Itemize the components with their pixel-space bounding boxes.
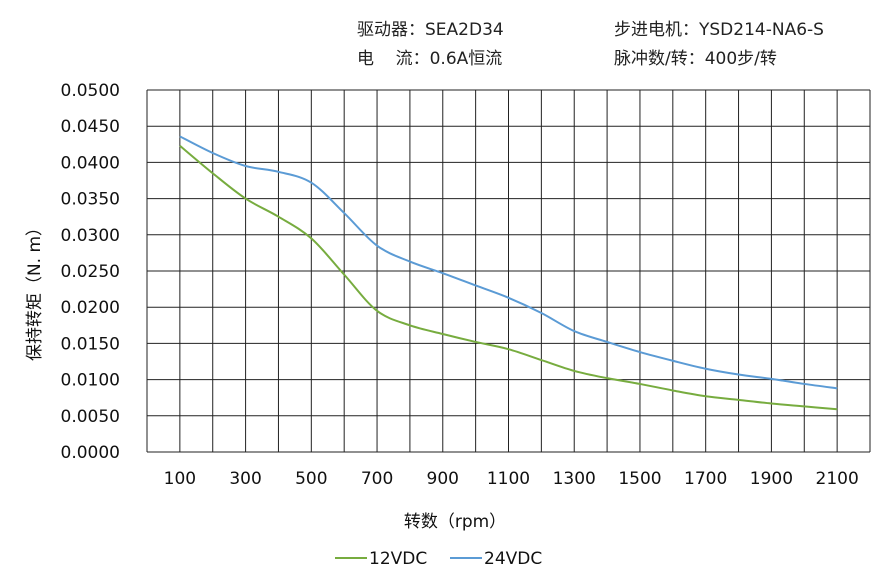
y-tick-label: 0.0100 (61, 371, 120, 391)
driver-label: 驱动器：SEA2D34 (357, 20, 504, 40)
y-tick-label: 0.0400 (61, 153, 120, 173)
x-tick-label: 2100 (816, 469, 859, 489)
legend-label: 24VDC (484, 549, 542, 569)
series-line-24VDC (179, 135, 838, 390)
x-tick-label: 100 (164, 469, 196, 489)
x-tick-label: 900 (427, 469, 459, 489)
x-tick-label: 500 (295, 469, 327, 489)
x-axis-label: 转数（rpm） (404, 512, 506, 532)
y-tick-label: 0.0500 (61, 81, 120, 101)
y-tick-label: 0.0450 (61, 117, 120, 137)
y-tick-label: 0.0350 (61, 190, 120, 210)
y-tick-label: 0.0000 (61, 443, 120, 463)
y-tick-label: 0.0250 (61, 262, 120, 282)
x-tick-label: 1100 (487, 469, 530, 489)
series-line-12VDC (179, 144, 838, 411)
x-tick-label: 300 (229, 469, 261, 489)
pulses-label: 脉冲数/转：400步/转 (614, 49, 777, 69)
motor-label: 步进电机：YSD214-NA6-S (614, 20, 824, 40)
x-tick-label: 1300 (553, 469, 596, 489)
y-tick-label: 0.0300 (61, 226, 120, 246)
x-tick-label: 700 (361, 469, 393, 489)
x-tick-label: 1700 (684, 469, 727, 489)
y-tick-label: 0.0200 (61, 298, 120, 318)
x-tick-label: 1500 (618, 469, 661, 489)
y-axis-label: 保持转矩（N. m） (25, 219, 45, 361)
legend-label: 12VDC (369, 549, 427, 569)
current-label: 电 流：0.6A恒流 (357, 49, 503, 69)
y-tick-label: 0.0150 (61, 334, 120, 354)
x-tick-label: 1900 (750, 469, 793, 489)
y-tick-label: 0.0050 (61, 407, 120, 427)
